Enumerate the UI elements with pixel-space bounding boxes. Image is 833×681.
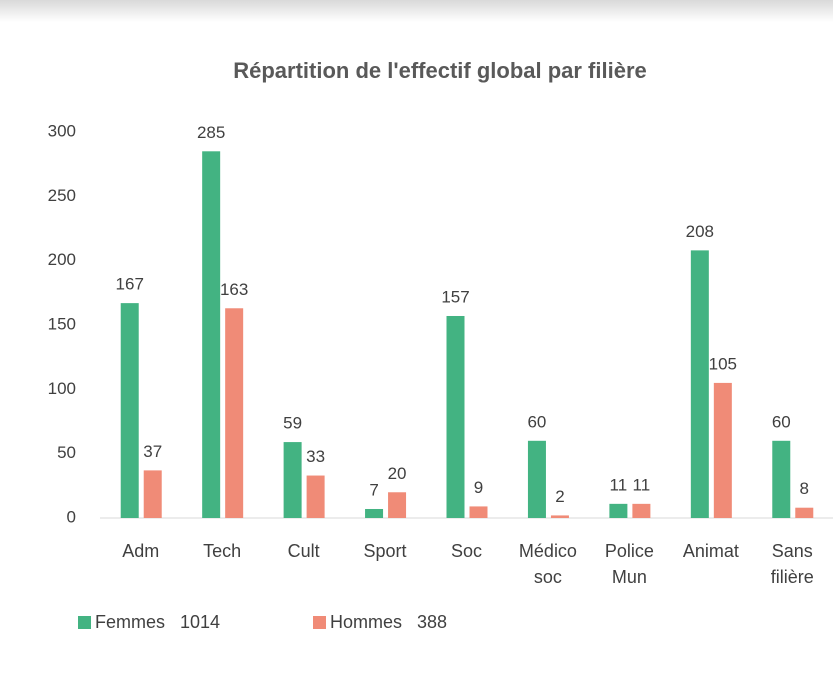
bar [632,503,651,518]
data-label: 20 [388,464,407,483]
bar [713,382,732,518]
data-label: 2 [555,487,564,506]
data-label: 7 [369,480,378,499]
y-tick-label: 200 [48,250,76,269]
y-tick-label: 100 [48,379,76,398]
x-tick-label: Adm [122,541,160,561]
data-label: 60 [772,412,791,431]
bar [795,507,814,518]
bar [527,440,546,518]
x-tick-label: Médico soc [518,541,577,587]
bar [550,515,569,518]
x-tick-label: Sans filière [770,541,814,587]
bar [446,315,465,518]
data-label: 8 [800,479,809,498]
x-tick-label: Sport [363,541,407,561]
y-tick-label: 50 [57,443,76,462]
x-tick-label: Animat [682,541,739,561]
legend-swatch [78,616,91,629]
legend-item: Femmes 1014 [78,612,220,633]
bar [306,475,325,518]
data-label: 11 [633,475,651,494]
legend-item: Hommes 388 [313,612,447,633]
data-label: 157 [441,287,469,306]
y-tick-label: 150 [48,314,76,333]
x-tick-label: Tech [203,541,242,561]
bar [283,442,302,518]
data-label: 33 [306,447,325,466]
bar [202,151,221,519]
data-label: 37 [143,442,162,461]
top-shadow [0,0,833,22]
bar [469,506,488,518]
bar [690,250,709,518]
y-tick-label: 300 [48,121,76,140]
chart-title: Répartition de l'effectif global par fil… [233,58,647,83]
legend-label: Femmes 1014 [95,612,221,632]
legend-label: Hommes 388 [330,612,448,632]
x-tick-label: Soc [450,541,483,561]
bar [143,470,162,518]
bar [388,492,407,518]
x-tick-label: Cult [287,541,320,561]
bar [609,503,628,518]
y-tick-label: 250 [48,186,76,205]
data-label: 60 [527,412,546,431]
bar [120,303,139,518]
bar [225,308,244,518]
data-label: 105 [709,354,737,373]
data-label: 208 [686,222,714,241]
data-label: 163 [220,280,248,299]
data-label: 11 [610,475,628,494]
x-tick-label: Police Mun [604,541,654,587]
data-label: 9 [474,478,483,497]
data-label: 285 [197,123,225,142]
bar [772,440,791,518]
legend-swatch [313,616,326,629]
y-tick-label: 0 [67,507,76,526]
data-label: 167 [116,275,144,294]
bar [365,508,384,518]
data-label: 59 [283,414,302,433]
